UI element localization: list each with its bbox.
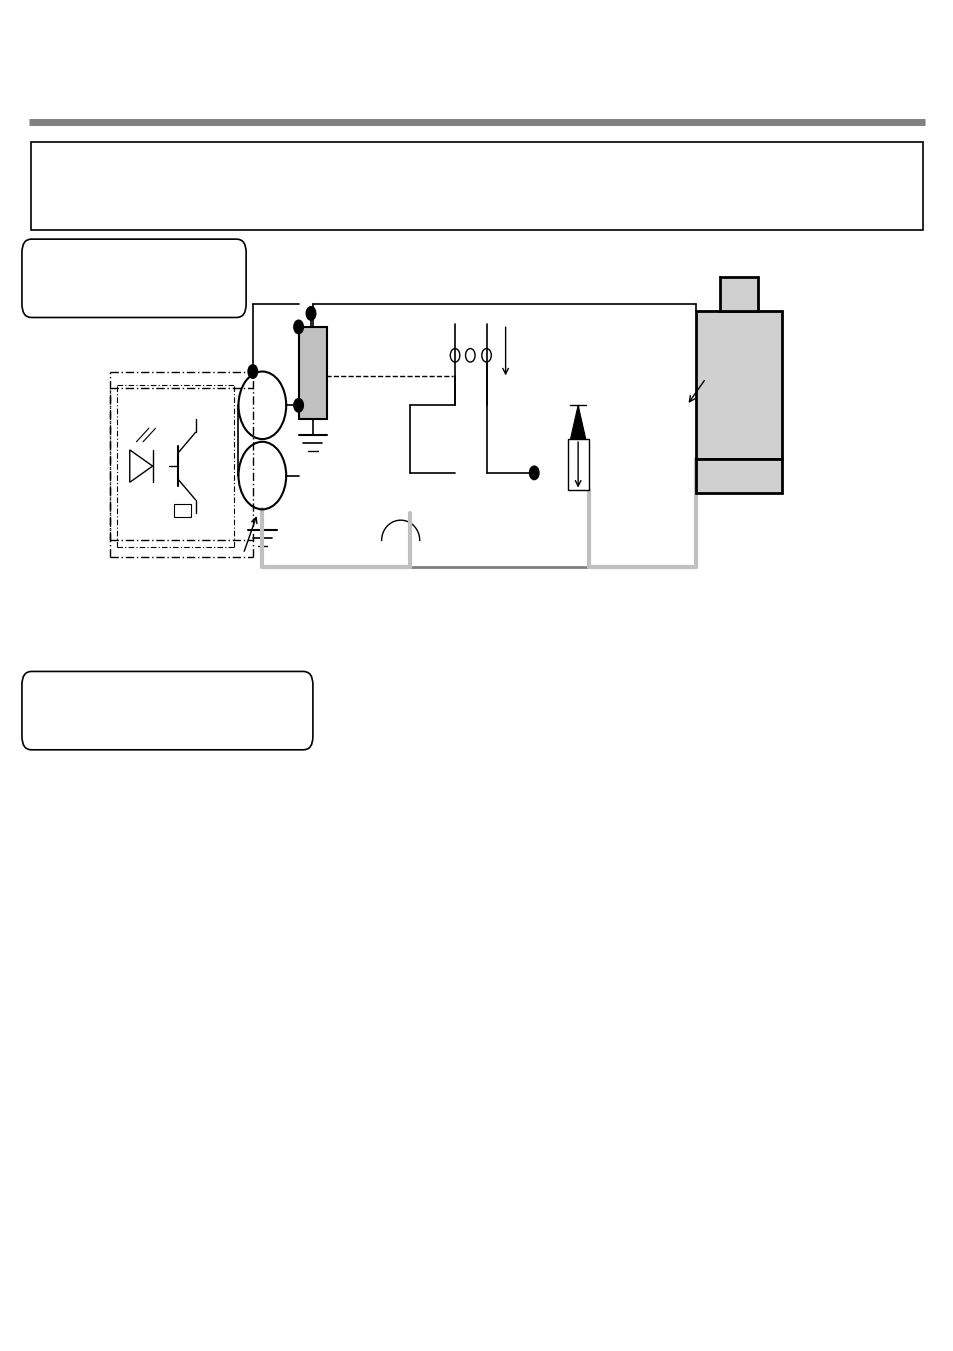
Circle shape	[529, 466, 538, 480]
Polygon shape	[570, 405, 585, 439]
FancyBboxPatch shape	[31, 142, 923, 230]
Bar	[298, 327, 327, 419]
Circle shape	[248, 365, 257, 378]
FancyBboxPatch shape	[22, 239, 246, 317]
Bar	[567, 439, 588, 490]
FancyBboxPatch shape	[22, 671, 313, 750]
Bar	[696, 311, 781, 459]
Bar	[696, 459, 781, 493]
Circle shape	[294, 320, 303, 334]
Circle shape	[306, 307, 315, 320]
Bar	[173, 504, 191, 517]
Bar	[720, 277, 758, 311]
Circle shape	[294, 399, 303, 412]
